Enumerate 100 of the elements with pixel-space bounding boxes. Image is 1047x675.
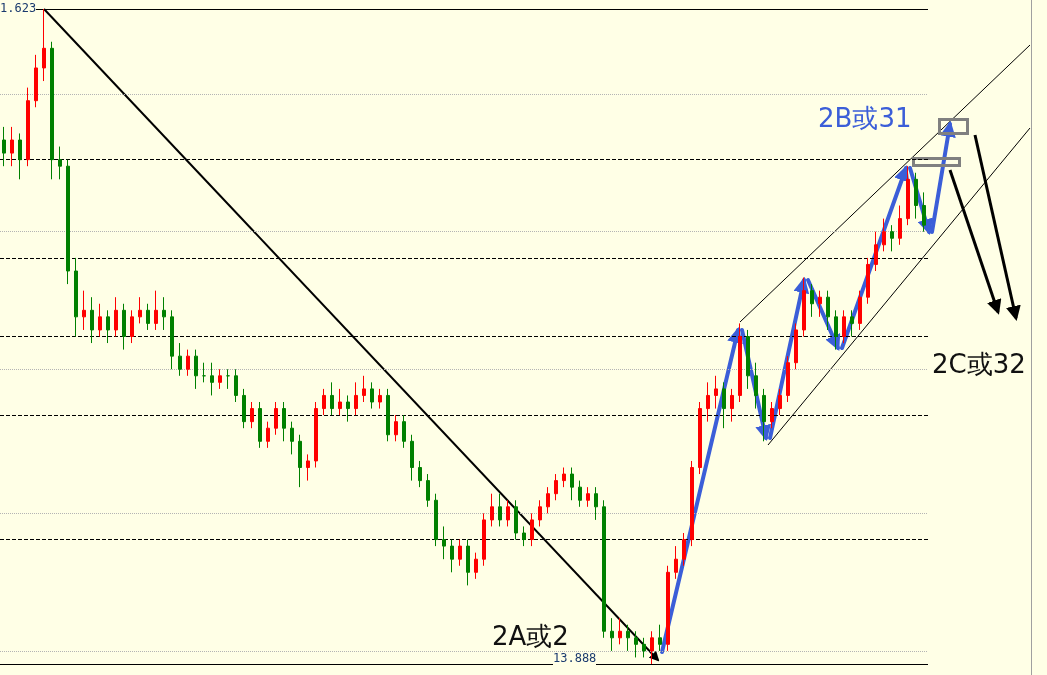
candlestick <box>538 499 542 527</box>
candlestick <box>154 290 158 331</box>
candlestick <box>586 486 590 508</box>
candlestick <box>450 539 454 573</box>
candlestick <box>482 512 486 567</box>
candlestick <box>90 296 94 344</box>
candlestick <box>394 414 398 442</box>
candlestick <box>818 290 822 318</box>
candlestick <box>882 218 886 252</box>
annotation: 1.623 <box>0 1 37 16</box>
candlestick <box>642 637 646 658</box>
candlestick <box>186 349 190 377</box>
candlestick <box>258 401 262 449</box>
candlestick <box>426 473 430 508</box>
candlestick <box>162 296 166 331</box>
candlestick <box>890 224 894 252</box>
candlestick <box>386 388 390 442</box>
candlestick <box>914 172 918 220</box>
candlestick <box>378 388 382 410</box>
candlestick <box>850 309 854 337</box>
candlestick <box>250 401 254 429</box>
candlestick <box>810 283 814 318</box>
candlestick <box>338 388 342 416</box>
candlestick <box>874 231 878 272</box>
candlestick <box>314 401 318 468</box>
candlestick <box>242 388 246 429</box>
candlestick <box>114 296 118 337</box>
annotation: 2A或2 <box>492 621 569 651</box>
candlestick <box>626 624 630 652</box>
candlestick <box>602 499 606 639</box>
candlestick <box>402 414 406 449</box>
candlestick <box>18 132 22 180</box>
candlestick <box>786 355 790 403</box>
candlestick <box>170 309 174 370</box>
candlestick <box>26 87 30 167</box>
candlestick <box>858 290 862 331</box>
candlestick <box>754 362 758 410</box>
candlestick <box>10 126 14 167</box>
candlestick <box>210 362 214 396</box>
candlestick <box>618 617 622 645</box>
candlestick <box>306 453 310 482</box>
candlestick <box>594 486 598 521</box>
candlestick <box>458 539 462 567</box>
candlestick <box>130 309 134 344</box>
annotation: 13.888 <box>553 651 597 666</box>
candlestick <box>178 342 182 377</box>
candlestick <box>466 539 470 586</box>
candlestick <box>570 467 574 501</box>
candlestick <box>234 368 238 403</box>
candlestick <box>794 322 798 370</box>
candlestick <box>298 434 302 488</box>
candlestick <box>442 525 446 560</box>
candlestick <box>370 381 374 410</box>
candlestick <box>354 381 358 416</box>
candlestick <box>42 8 46 82</box>
candlestick <box>146 303 150 331</box>
candlestick <box>474 552 478 580</box>
annotation: 2B或31 <box>818 103 912 133</box>
candlestick <box>746 329 750 390</box>
candlestick <box>506 499 510 527</box>
candlestick <box>546 486 550 514</box>
candlestick <box>898 205 902 246</box>
candlestick <box>82 290 86 331</box>
candlestick <box>98 303 102 337</box>
candlestick <box>322 388 326 416</box>
candlestick <box>554 473 558 501</box>
candlestick <box>34 54 38 108</box>
candlestick <box>122 303 126 351</box>
candlestick <box>74 257 78 337</box>
candlestick <box>66 159 70 285</box>
candlestick <box>826 290 830 331</box>
candlestick <box>2 126 6 167</box>
candlestick <box>218 368 222 390</box>
candlestick <box>578 480 582 508</box>
candlestick <box>418 460 422 488</box>
candlestick <box>202 362 206 383</box>
candlestick <box>650 630 654 665</box>
candlestick <box>194 349 198 390</box>
candlestick <box>490 493 494 527</box>
candlestick <box>522 525 526 547</box>
candlestick <box>514 499 518 541</box>
candlestick <box>362 375 366 403</box>
candlestick <box>842 309 846 344</box>
candlestick <box>138 296 142 324</box>
candlestick <box>762 388 766 442</box>
candlestick <box>922 191 926 233</box>
candlestick <box>498 493 502 527</box>
candlestick <box>290 421 294 455</box>
candlestick <box>802 277 806 337</box>
candlestick <box>562 467 566 488</box>
candlestick <box>778 388 782 416</box>
candlestick <box>226 368 230 390</box>
candlestick <box>266 421 270 449</box>
text: 2C或32 <box>932 349 1026 379</box>
candlestick <box>106 309 110 344</box>
candlestick <box>634 630 638 658</box>
candlestick <box>282 401 286 442</box>
candlestick <box>530 512 534 547</box>
candlestick <box>834 309 838 351</box>
candlestick <box>770 401 774 429</box>
